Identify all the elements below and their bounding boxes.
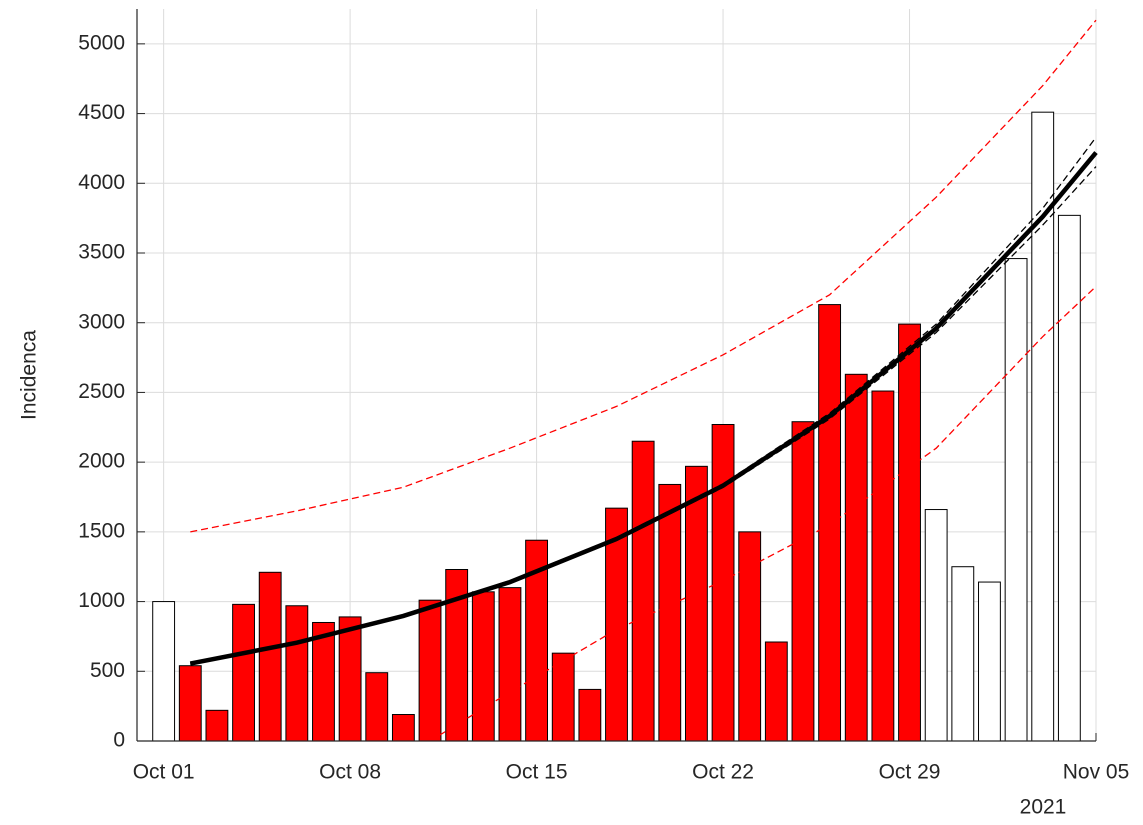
bar	[551, 652, 575, 742]
bar	[764, 641, 788, 742]
y-tick-label: 4000	[78, 171, 125, 194]
x-year-label: 2021	[1020, 796, 1067, 819]
y-tick-label: 3500	[78, 241, 125, 264]
y-tick-label: 5000	[78, 31, 125, 54]
bar	[978, 581, 1001, 742]
y-tick-label: 4500	[78, 101, 125, 124]
x-tick-label: Oct 22	[692, 761, 754, 784]
bar	[818, 304, 842, 742]
bar	[418, 599, 442, 742]
bar	[178, 665, 202, 742]
bar	[711, 423, 735, 742]
bar	[232, 603, 255, 742]
y-tick-label: 0	[113, 729, 125, 752]
y-tick-label: 1000	[78, 589, 125, 612]
bar	[631, 440, 655, 742]
bar	[338, 616, 362, 742]
bar	[285, 605, 309, 742]
bar	[1004, 258, 1028, 742]
bar	[391, 714, 415, 742]
x-tick-label: Oct 15	[506, 761, 568, 784]
bar	[658, 483, 682, 742]
bar	[258, 571, 282, 742]
fit-line	[190, 19, 1097, 533]
x-tick-label: Oct 08	[319, 761, 381, 784]
y-tick-label: 2500	[78, 380, 125, 403]
bar	[684, 465, 708, 742]
x-tick-label: Oct 01	[133, 761, 195, 784]
bar	[578, 688, 602, 742]
bar	[791, 421, 815, 742]
bar	[152, 601, 176, 742]
bar	[871, 390, 895, 742]
y-tick-label: 500	[90, 659, 125, 682]
x-tick-label: Nov 05	[1063, 761, 1130, 784]
fit-line	[429, 286, 1097, 742]
bar	[312, 621, 335, 742]
bar	[498, 587, 522, 742]
fit-line	[189, 151, 1098, 666]
y-tick-label: 2000	[78, 450, 125, 473]
x-tick-label: Oct 29	[879, 761, 941, 784]
bar	[844, 373, 868, 742]
bar	[471, 591, 495, 742]
bar	[951, 566, 975, 742]
bar	[738, 531, 762, 742]
bar	[1057, 214, 1081, 742]
y-axis-label: Incidenca	[18, 330, 41, 420]
y-tick-label: 1500	[78, 519, 125, 542]
bar	[924, 509, 948, 742]
bar	[205, 709, 229, 742]
fit-line	[190, 166, 1097, 665]
bar	[898, 323, 921, 742]
y-tick-label: 3000	[78, 310, 125, 333]
bar	[365, 672, 389, 742]
